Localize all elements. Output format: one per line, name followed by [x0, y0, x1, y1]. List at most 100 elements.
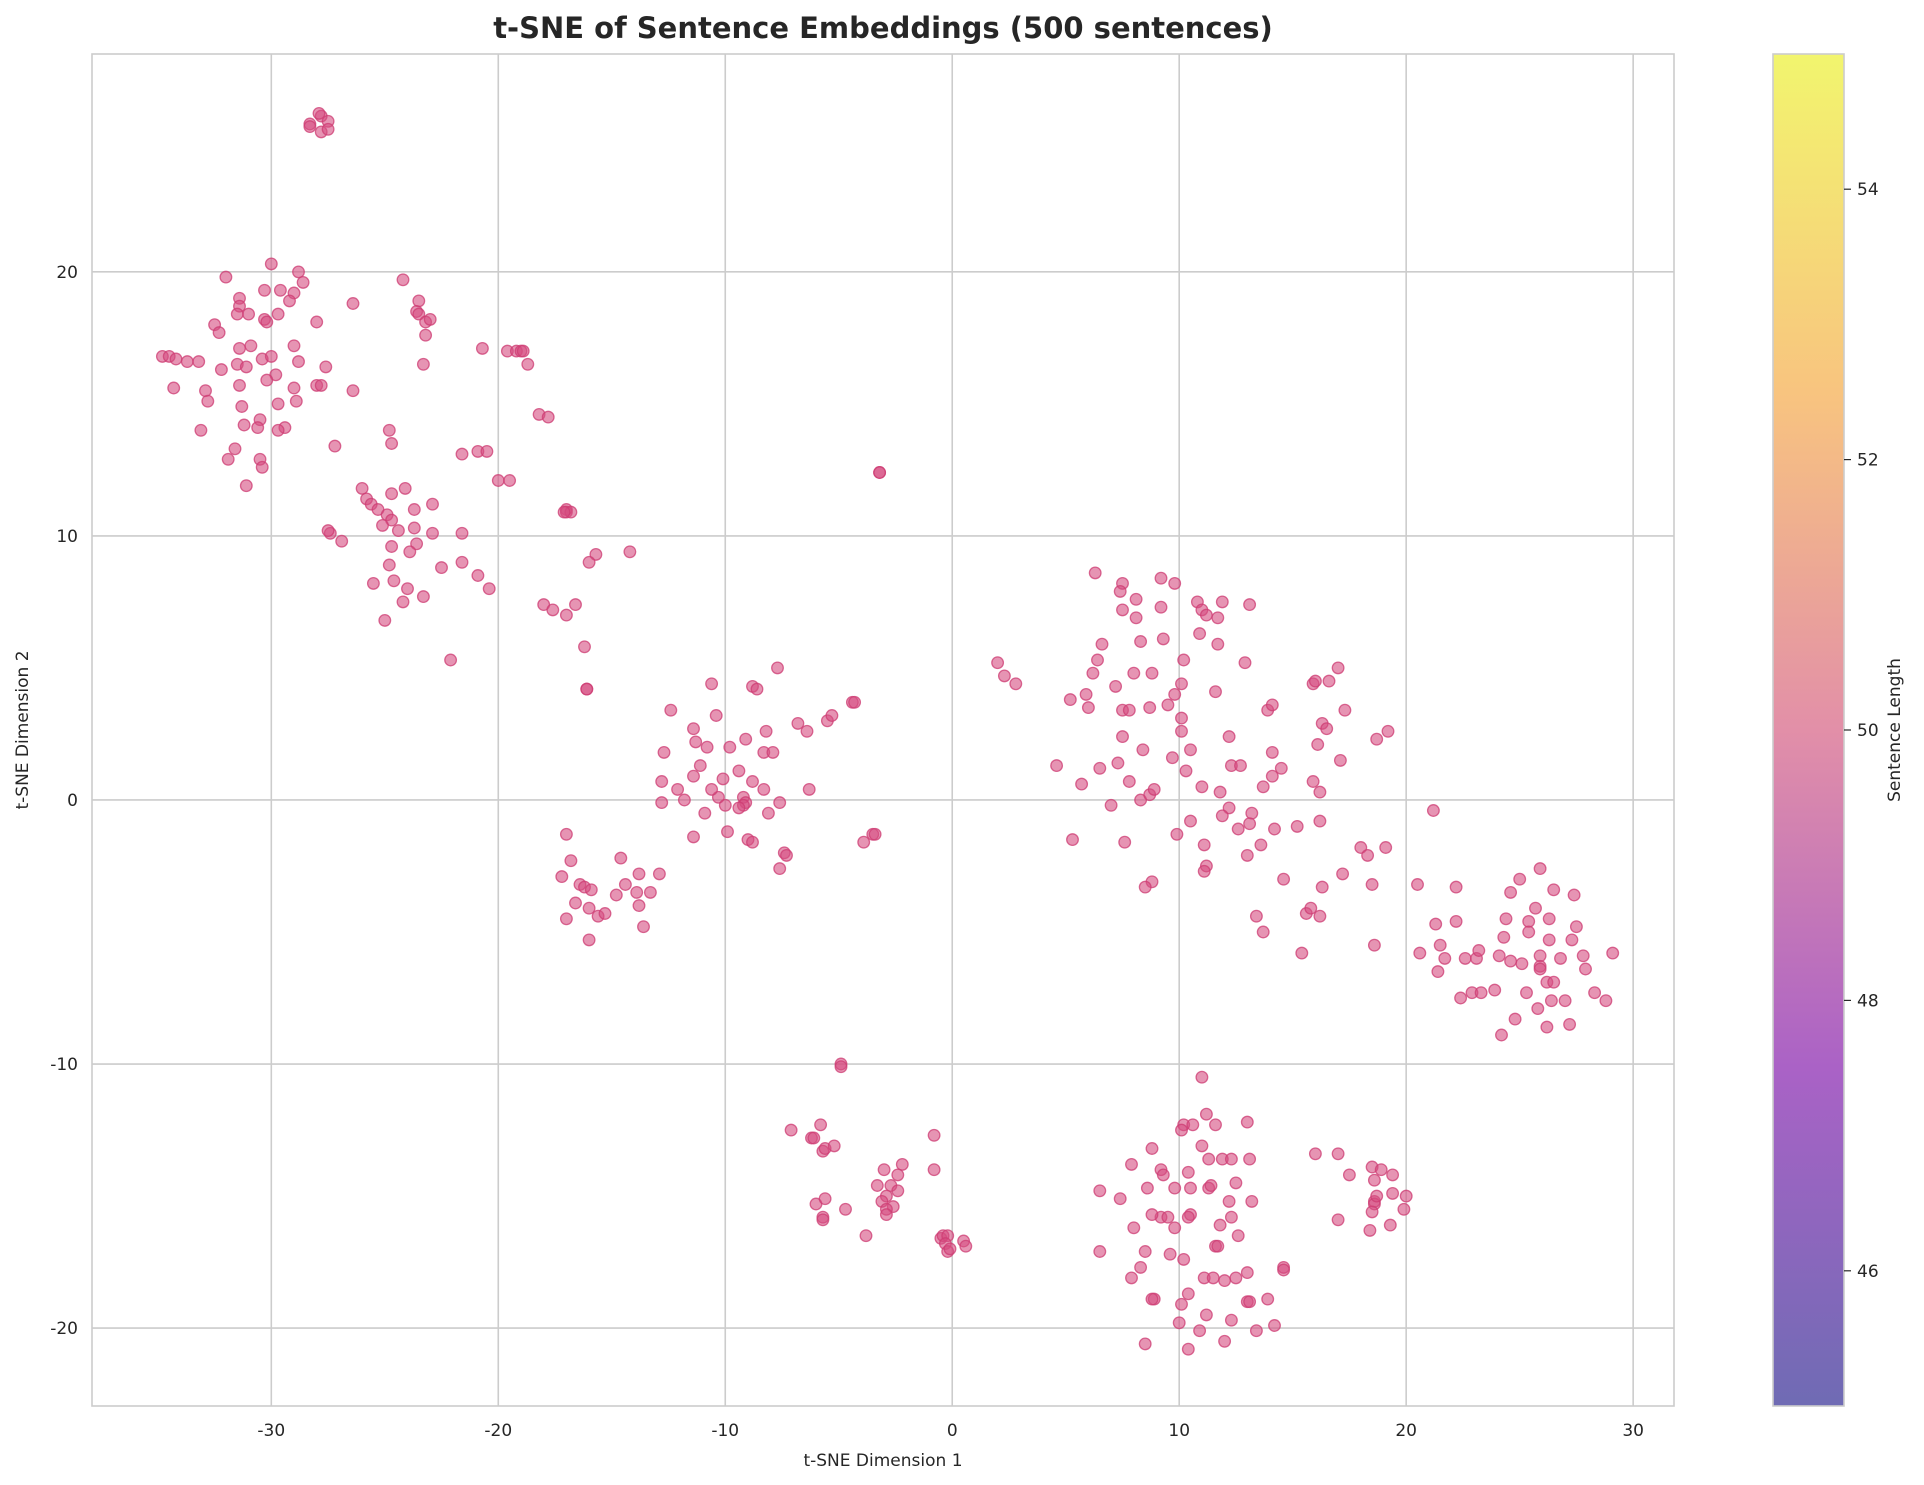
data-point	[580, 682, 594, 696]
data-point	[1129, 611, 1143, 625]
data-point	[807, 1131, 821, 1145]
data-point	[219, 270, 233, 284]
data-point	[235, 400, 249, 413]
data-point	[321, 122, 335, 136]
data-point	[1558, 994, 1572, 1008]
data-point	[1313, 785, 1327, 799]
data-point	[1168, 1221, 1182, 1235]
data-point	[732, 801, 746, 815]
data-point	[1218, 1334, 1232, 1348]
data-point	[1413, 946, 1427, 960]
data-point	[839, 1202, 852, 1216]
data-point	[1240, 1266, 1254, 1280]
data-point	[879, 1208, 893, 1222]
data-point	[228, 442, 242, 456]
data-point	[1222, 1194, 1236, 1208]
data-point	[1306, 775, 1320, 788]
data-point	[1063, 693, 1077, 707]
colorbar-tick-label: 54	[1857, 180, 1879, 200]
data-point	[1184, 743, 1197, 757]
data-point	[1081, 701, 1095, 715]
data-point	[1195, 1139, 1209, 1153]
x-axis-label: t-SNE Dimension 1	[803, 1451, 962, 1471]
data-point	[199, 384, 212, 398]
data-point	[891, 1184, 905, 1198]
data-point	[1522, 914, 1536, 928]
data-point	[1438, 951, 1452, 965]
data-point	[1315, 880, 1329, 894]
data-point	[1127, 1221, 1141, 1235]
data-point	[237, 418, 251, 432]
data-point	[1381, 724, 1395, 738]
data-point	[1249, 909, 1263, 923]
data-point	[233, 341, 246, 355]
data-point	[546, 603, 560, 617]
data-point	[260, 315, 274, 329]
data-point	[1386, 1168, 1400, 1182]
data-point	[239, 360, 253, 374]
data-point	[559, 827, 573, 841]
data-point	[1145, 1292, 1159, 1306]
data-point	[693, 759, 707, 773]
data-point	[1206, 1271, 1220, 1285]
data-point	[1118, 835, 1132, 849]
data-point	[637, 920, 650, 934]
data-point	[385, 540, 399, 553]
data-point	[1361, 848, 1375, 862]
data-point	[1050, 759, 1064, 773]
data-point	[1492, 949, 1506, 963]
data-point	[1547, 883, 1561, 897]
data-point	[1122, 703, 1136, 717]
data-point	[895, 1157, 909, 1171]
data-point	[1175, 677, 1188, 691]
data-point	[1515, 957, 1529, 971]
data-point	[455, 555, 469, 569]
data-point	[1093, 1245, 1107, 1258]
y-tick-label: 10	[56, 527, 78, 547]
data-point	[412, 294, 426, 308]
data-point	[1256, 925, 1270, 939]
colorbar-gradient	[1772, 53, 1845, 1407]
x-tick-label: -10	[711, 1421, 739, 1441]
data-point	[564, 854, 578, 868]
data-point	[827, 1139, 841, 1153]
data-point	[1231, 822, 1245, 836]
data-point	[671, 782, 685, 796]
data-point	[283, 294, 296, 308]
data-point	[1338, 703, 1352, 717]
data-point	[609, 888, 623, 902]
data-point	[1175, 724, 1188, 738]
data-point	[1488, 983, 1502, 997]
data-point	[1513, 872, 1527, 886]
data-point	[378, 613, 392, 627]
data-point	[1215, 809, 1229, 823]
data-point	[1229, 1271, 1243, 1285]
data-point	[746, 835, 759, 849]
data-point	[705, 782, 719, 796]
chart-title: t-SNE of Sentence Embeddings (500 senten…	[493, 11, 1273, 45]
data-point	[426, 526, 439, 540]
data-point	[1195, 1070, 1209, 1084]
data-point	[426, 497, 439, 511]
data-point	[1184, 1181, 1197, 1195]
data-point	[366, 576, 380, 590]
data-point	[784, 1123, 798, 1137]
data-point	[1156, 1168, 1170, 1182]
data-point	[1569, 920, 1583, 934]
data-point	[1156, 632, 1170, 646]
data-point	[1154, 571, 1168, 585]
data-point	[709, 709, 723, 722]
data-point	[927, 1163, 941, 1177]
data-point	[346, 384, 360, 398]
data-point	[255, 460, 269, 474]
data-point	[1175, 1123, 1188, 1137]
data-point	[1304, 901, 1318, 915]
data-point	[991, 656, 1005, 670]
data-point	[873, 466, 887, 479]
data-point	[396, 595, 410, 609]
data-point	[242, 307, 256, 321]
data-point	[1204, 1179, 1218, 1192]
data-point	[1449, 914, 1463, 928]
data-point	[814, 1118, 828, 1132]
data-point	[1209, 685, 1222, 699]
